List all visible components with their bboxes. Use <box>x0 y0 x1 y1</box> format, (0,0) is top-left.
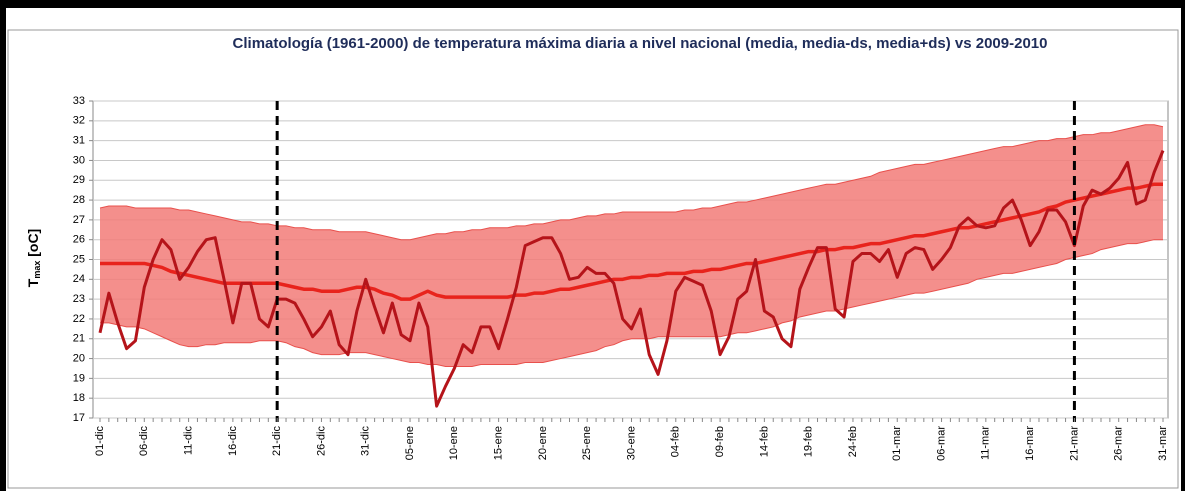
y-tick-label: 29 <box>73 174 85 186</box>
y-axis-label: Tmax [oC] <box>25 229 43 287</box>
y-tick-label: 27 <box>73 214 85 226</box>
x-tick-label: 15-ene <box>493 426 505 460</box>
y-tick-label: 33 <box>73 95 85 107</box>
x-tick-label: 01-mar <box>891 426 903 461</box>
x-tick-label: 11-mar <box>980 426 992 460</box>
x-tick-label: 16-dic <box>227 426 239 456</box>
y-tick-label: 24 <box>73 273 85 285</box>
band-area <box>100 124 1163 367</box>
y-tick-label: 31 <box>73 135 85 147</box>
x-tick-label: 21-dic <box>271 426 283 456</box>
x-tick-label: 26-dic <box>315 426 327 456</box>
x-tick-label: 31-mar <box>1157 426 1169 461</box>
chart: Climatología (1961-2000) de temperatura … <box>6 8 1181 491</box>
x-tick-label: 05-ene <box>404 426 416 460</box>
x-tick-label: 19-feb <box>803 426 815 457</box>
band-lower <box>100 239 1163 367</box>
y-label-main: T <box>25 278 41 287</box>
x-tick-label: 21-mar <box>1068 426 1080 461</box>
x-tick-label: 25-ene <box>581 426 593 460</box>
x-tick-label: 20-ene <box>537 426 549 460</box>
x-tick-label: 11-dic <box>182 426 194 456</box>
y-tick-label: 32 <box>73 115 85 127</box>
x-tick-label: 30-ene <box>625 426 637 460</box>
x-tick-label: 14-feb <box>758 426 770 457</box>
y-tick-label: 22 <box>73 313 85 325</box>
x-tick-label: 04-feb <box>670 426 682 457</box>
y-label-sub: max <box>32 261 42 279</box>
y-tick-label: 19 <box>73 372 85 384</box>
x-tick-label: 01-dic <box>94 426 106 456</box>
y-tick-label: 20 <box>73 352 85 364</box>
y-tick-label: 28 <box>73 194 85 206</box>
y-tick-label: 25 <box>73 253 85 265</box>
x-tick-label: 10-ene <box>448 426 460 460</box>
y-tick-label: 21 <box>73 333 85 345</box>
y-tick-label: 26 <box>73 234 85 246</box>
y-tick-label: 23 <box>73 293 85 305</box>
x-tick-label: 06-dic <box>138 426 150 456</box>
x-tick-label: 24-feb <box>847 426 859 457</box>
x-tick-label: 06-mar <box>935 426 947 461</box>
y-tick-label: 30 <box>73 154 85 166</box>
x-tick-label: 31-dic <box>360 426 372 456</box>
y-tick-label: 17 <box>73 412 85 424</box>
x-tick-label: 16-mar <box>1024 426 1036 461</box>
x-tick-label: 09-feb <box>714 426 726 457</box>
y-label-unit: [oC] <box>25 229 41 261</box>
x-tick-label: 26-mar <box>1113 426 1125 461</box>
y-tick-label: 18 <box>73 392 85 404</box>
chart-title: Climatología (1961-2000) de temperatura … <box>233 35 1048 52</box>
